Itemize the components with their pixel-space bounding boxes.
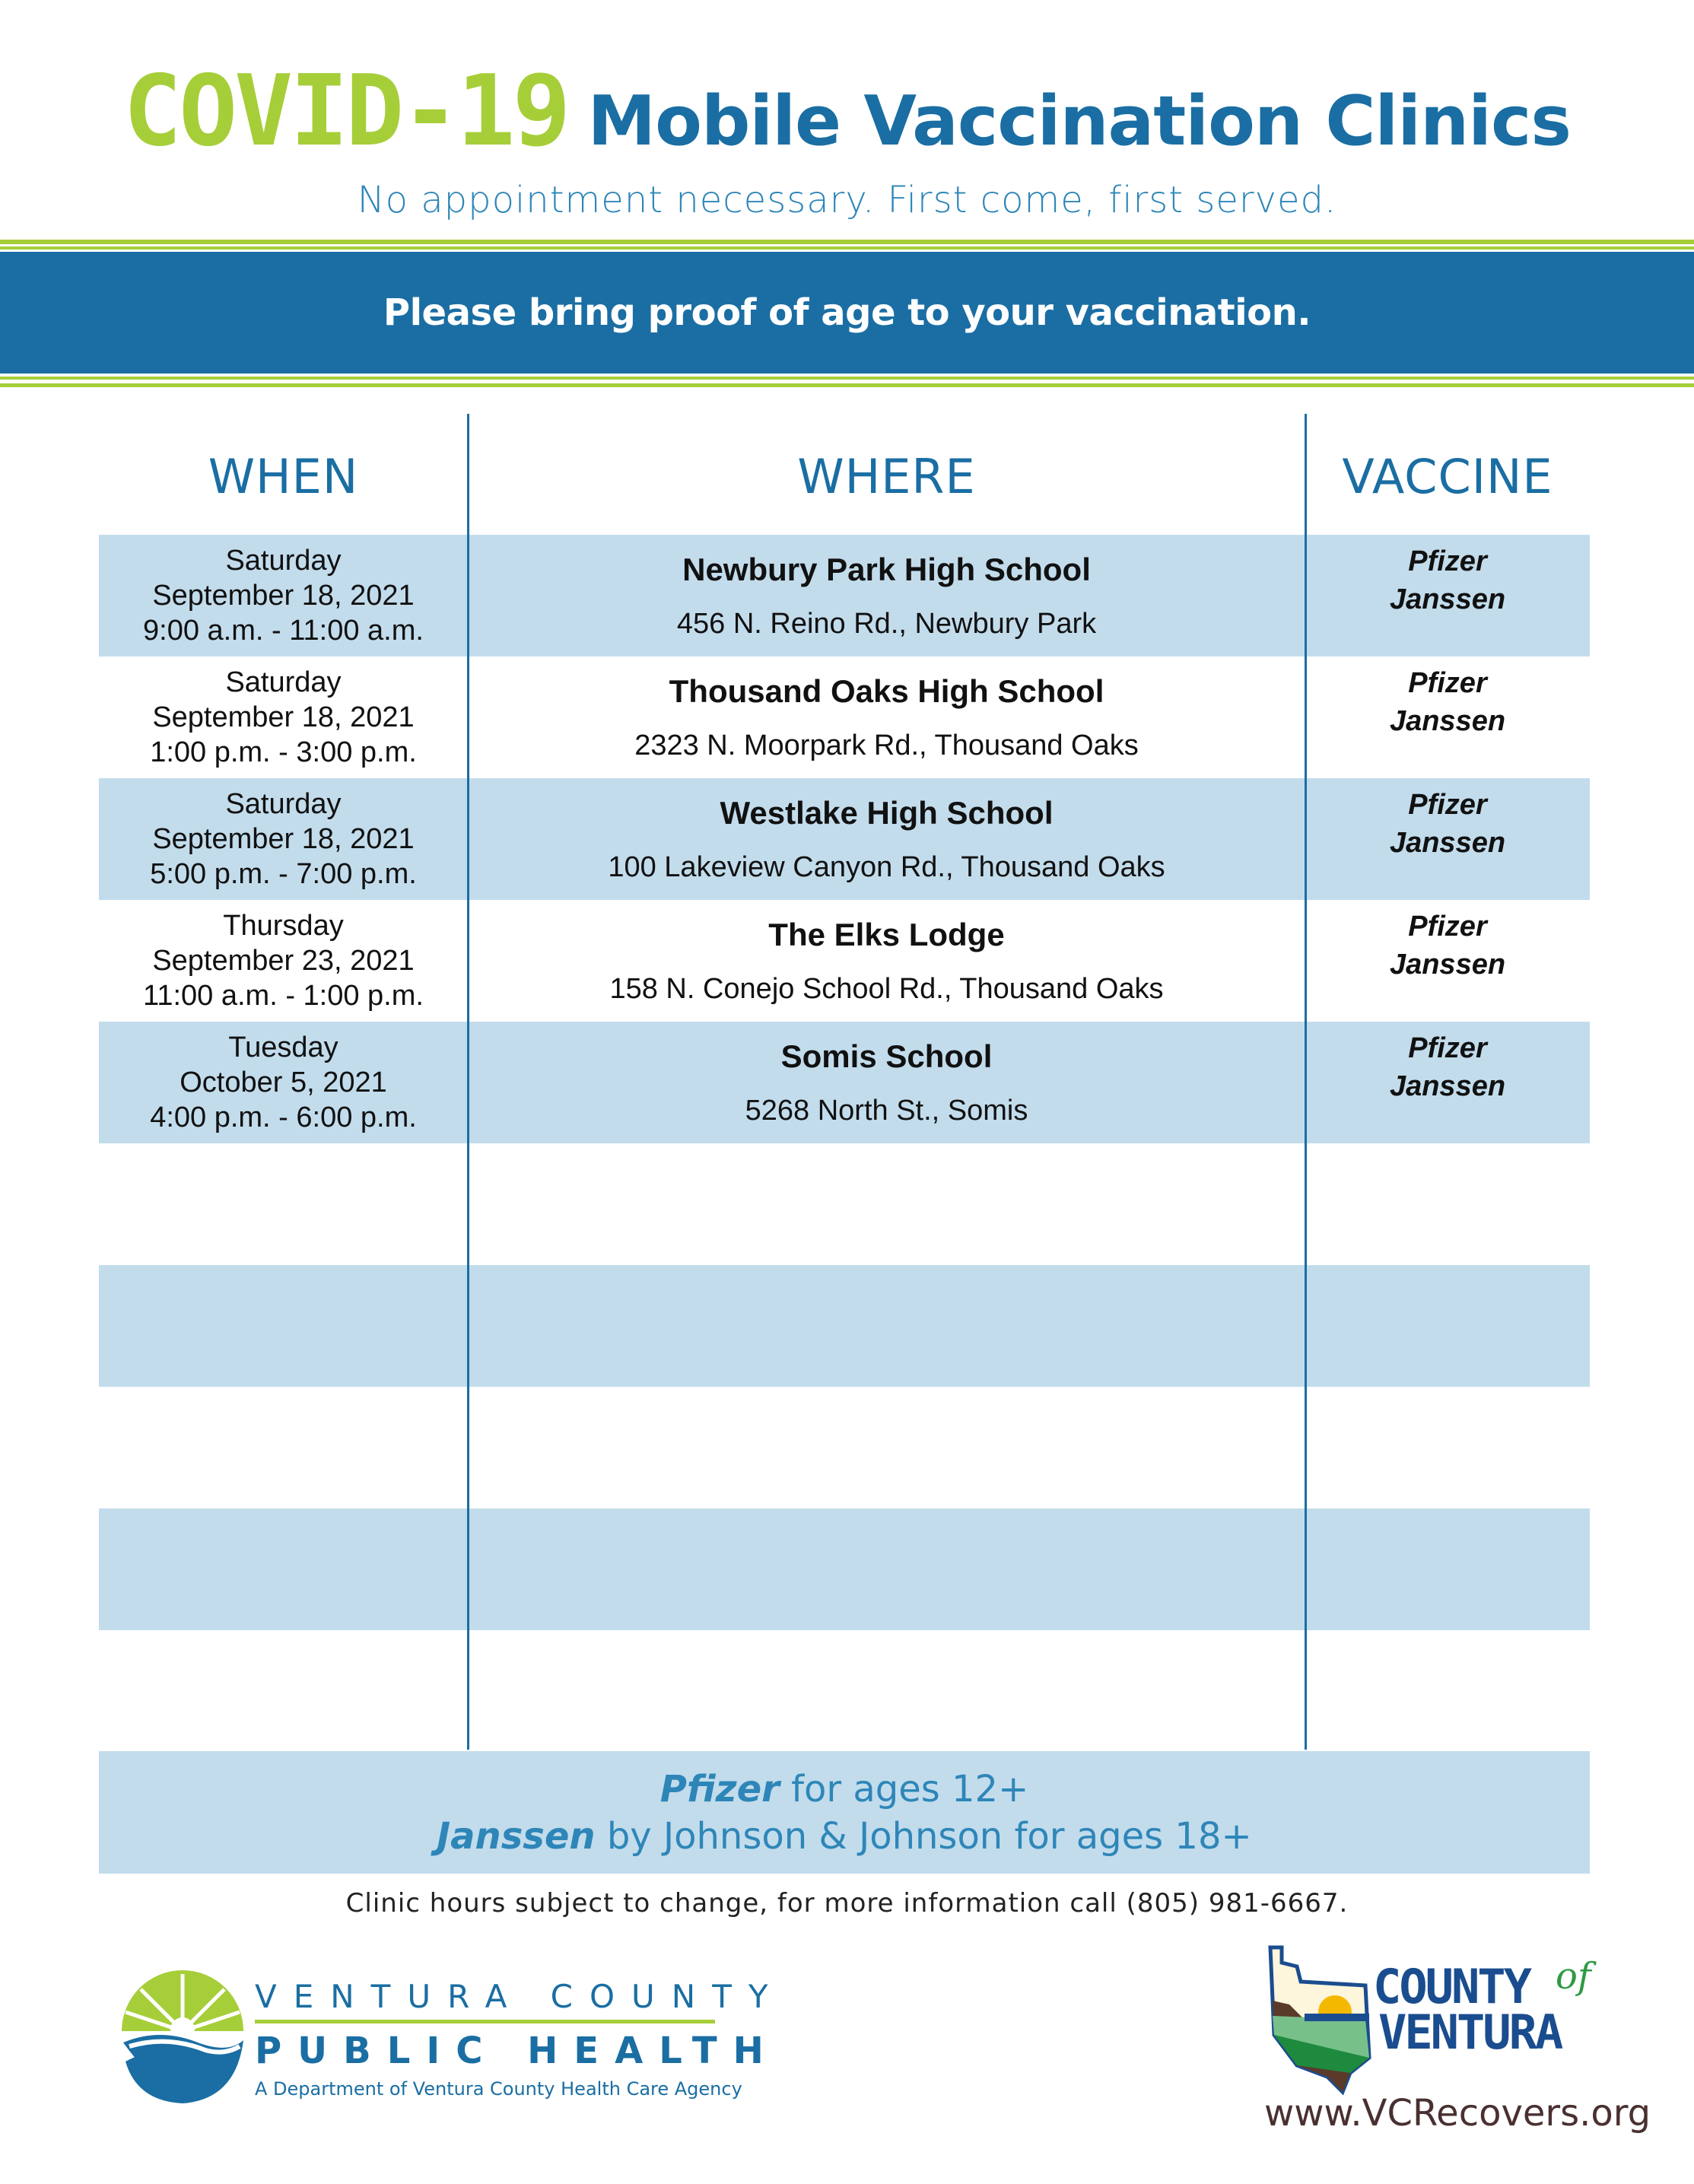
date: September 18, 2021 <box>152 701 415 733</box>
divider <box>0 383 1694 387</box>
location-name: The Elks Lodge <box>768 916 1005 952</box>
logo-county: COUNTY <box>1373 1959 1532 2014</box>
vaccine-janssen: Janssen <box>1389 949 1506 981</box>
divider <box>0 240 1694 244</box>
day: Thursday <box>223 910 344 942</box>
title-covid: COVID-19 <box>123 55 570 168</box>
page-title: COVID-19 Mobile Vaccination Clinics <box>0 55 1694 168</box>
vaccine-janssen: Janssen <box>1389 705 1506 737</box>
where-cell: Thousand Oaks High School 2323 N. Moorpar… <box>468 656 1305 778</box>
logo-of: of <box>1556 1955 1591 1998</box>
logo-divider <box>255 2020 715 2023</box>
ventura-county-public-health-logo: VENTURA COUNTY PUBLIC HEALTH A Departmen… <box>114 1970 768 2107</box>
table-row <box>99 1630 1590 1752</box>
county-of-ventura-logo: COUNTY of VENTURA www.VCRecovers.org <box>1263 1940 1651 2138</box>
vaccine-pfizer: Pfizer <box>1408 667 1487 699</box>
table-row <box>99 1508 1590 1630</box>
vaccine-pfizer: Pfizer <box>1408 911 1487 943</box>
when-cell: Tuesday October 5, 2021 4:00 p.m. - 6:00 p… <box>99 1022 468 1143</box>
vaccine-cell: Pfizer Janssen <box>1305 535 1590 656</box>
vaccine-pfizer: Pfizer <box>1408 545 1487 577</box>
age-text: by Johnson & Johnson for ages 18+ <box>595 1814 1252 1858</box>
table-row <box>99 1143 1590 1265</box>
day: Tuesday <box>228 1032 338 1063</box>
column-divider <box>467 414 469 1750</box>
vaccine-age-info: Pfizer for ages 12+ Janssen by Johnson &… <box>99 1751 1590 1874</box>
divider <box>0 246 1694 250</box>
logo-line3: A Department of Ventura County Health Ca… <box>255 2078 742 2100</box>
logo-ventura: VENTURA <box>1378 2004 1563 2060</box>
day: Saturday <box>225 666 342 698</box>
address: 100 Lakeview Canyon Rd., Thousand Oaks <box>608 850 1165 883</box>
column-header-when: WHEN <box>208 449 359 504</box>
banner: Please bring proof of age to your vaccin… <box>0 252 1694 374</box>
table-row <box>99 1265 1590 1387</box>
clinic-hours-note: Clinic hours subject to change, for more… <box>345 1888 1349 1919</box>
vaccine-cell: Pfizer Janssen <box>1305 778 1590 900</box>
day: Saturday <box>225 788 342 820</box>
divider <box>0 377 1694 380</box>
time: 1:00 p.m. - 3:00 p.m. <box>150 736 417 768</box>
title-rest: Mobile Vaccination Clinics <box>587 81 1572 161</box>
logo-line1: VENTURA COUNTY <box>255 1978 785 2015</box>
when-cell: Saturday September 18, 2021 5:00 p.m. - 7:… <box>99 778 468 900</box>
column-header-vaccine: VACCINE <box>1342 449 1553 504</box>
where-cell: The Elks Lodge 158 N. Conejo School Rd., … <box>468 900 1305 1022</box>
pfizer-age-line: Pfizer for ages 12+ <box>660 1766 1029 1813</box>
address: 5268 North St., Somis <box>745 1094 1028 1127</box>
where-cell: Newbury Park High School 456 N. Reino Rd.… <box>468 535 1305 656</box>
column-divider <box>1305 414 1307 1750</box>
vaccine-pfizer: Pfizer <box>1408 789 1487 821</box>
brand: Janssen <box>437 1814 596 1858</box>
location-name: Westlake High School <box>720 794 1054 831</box>
vaccine-cell: Pfizer Janssen <box>1305 900 1590 1022</box>
day: Saturday <box>225 545 342 577</box>
table-row: Saturday September 18, 2021 1:00 p.m. - 3:… <box>99 656 1590 778</box>
vaccine-janssen: Janssen <box>1389 827 1506 859</box>
location-name: Thousand Oaks High School <box>669 672 1104 709</box>
where-cell: Westlake High School 100 Lakeview Canyon … <box>468 778 1305 900</box>
vaccine-janssen: Janssen <box>1389 1070 1506 1102</box>
website-link[interactable]: www.VCRecovers.org <box>1264 2092 1651 2135</box>
date: September 18, 2021 <box>152 580 415 612</box>
table-row <box>99 1387 1590 1508</box>
where-cell: Somis School 5268 North St., Somis <box>468 1022 1305 1143</box>
when-cell: Thursday September 23, 2021 11:00 a.m. - 1… <box>99 900 468 1022</box>
date: September 23, 2021 <box>152 945 415 977</box>
table-row: Saturday September 18, 2021 5:00 p.m. - 7:… <box>99 778 1590 900</box>
date: September 18, 2021 <box>152 823 415 855</box>
address: 2323 N. Moorpark Rd., Thousand Oaks <box>634 729 1139 761</box>
time: 9:00 a.m. - 11:00 a.m. <box>143 615 424 647</box>
subtitle: No appointment necessary. First come, fi… <box>357 179 1337 221</box>
location-name: Newbury Park High School <box>682 551 1091 587</box>
when-cell: Saturday September 18, 2021 9:00 a.m. - 11… <box>99 535 468 656</box>
brand: Pfizer <box>659 1767 780 1810</box>
vaccine-cell: Pfizer Janssen <box>1305 1022 1590 1143</box>
time: 5:00 p.m. - 7:00 p.m. <box>150 858 417 890</box>
janssen-age-line: Janssen by Johnson & Johnson for ages 18… <box>437 1813 1251 1860</box>
column-header-where: WHERE <box>797 449 976 504</box>
table-row: Thursday September 23, 2021 11:00 a.m. - 1… <box>99 900 1590 1022</box>
when-cell: Saturday September 18, 2021 1:00 p.m. - 3:… <box>99 656 468 778</box>
county-map-icon <box>1268 1945 1371 2096</box>
date: October 5, 2021 <box>180 1067 387 1098</box>
age-text: for ages 12+ <box>779 1767 1029 1810</box>
logo-line2: PUBLIC HEALTH <box>255 2030 780 2072</box>
address: 456 N. Reino Rd., Newbury Park <box>676 607 1097 640</box>
vaccine-pfizer: Pfizer <box>1408 1032 1487 1064</box>
time: 11:00 a.m. - 1:00 p.m. <box>143 980 424 1012</box>
address: 158 N. Conejo School Rd., Thousand Oaks <box>609 972 1164 1005</box>
location-name: Somis School <box>780 1038 993 1074</box>
table-row: Saturday September 18, 2021 9:00 a.m. - 11… <box>99 535 1590 656</box>
vaccine-cell: Pfizer Janssen <box>1305 656 1590 778</box>
vcph-emblem-icon <box>122 1970 243 2103</box>
vaccine-janssen: Janssen <box>1389 583 1506 615</box>
table-row: Tuesday October 5, 2021 4:00 p.m. - 6:00 p… <box>99 1022 1590 1143</box>
time: 4:00 p.m. - 6:00 p.m. <box>150 1102 417 1133</box>
